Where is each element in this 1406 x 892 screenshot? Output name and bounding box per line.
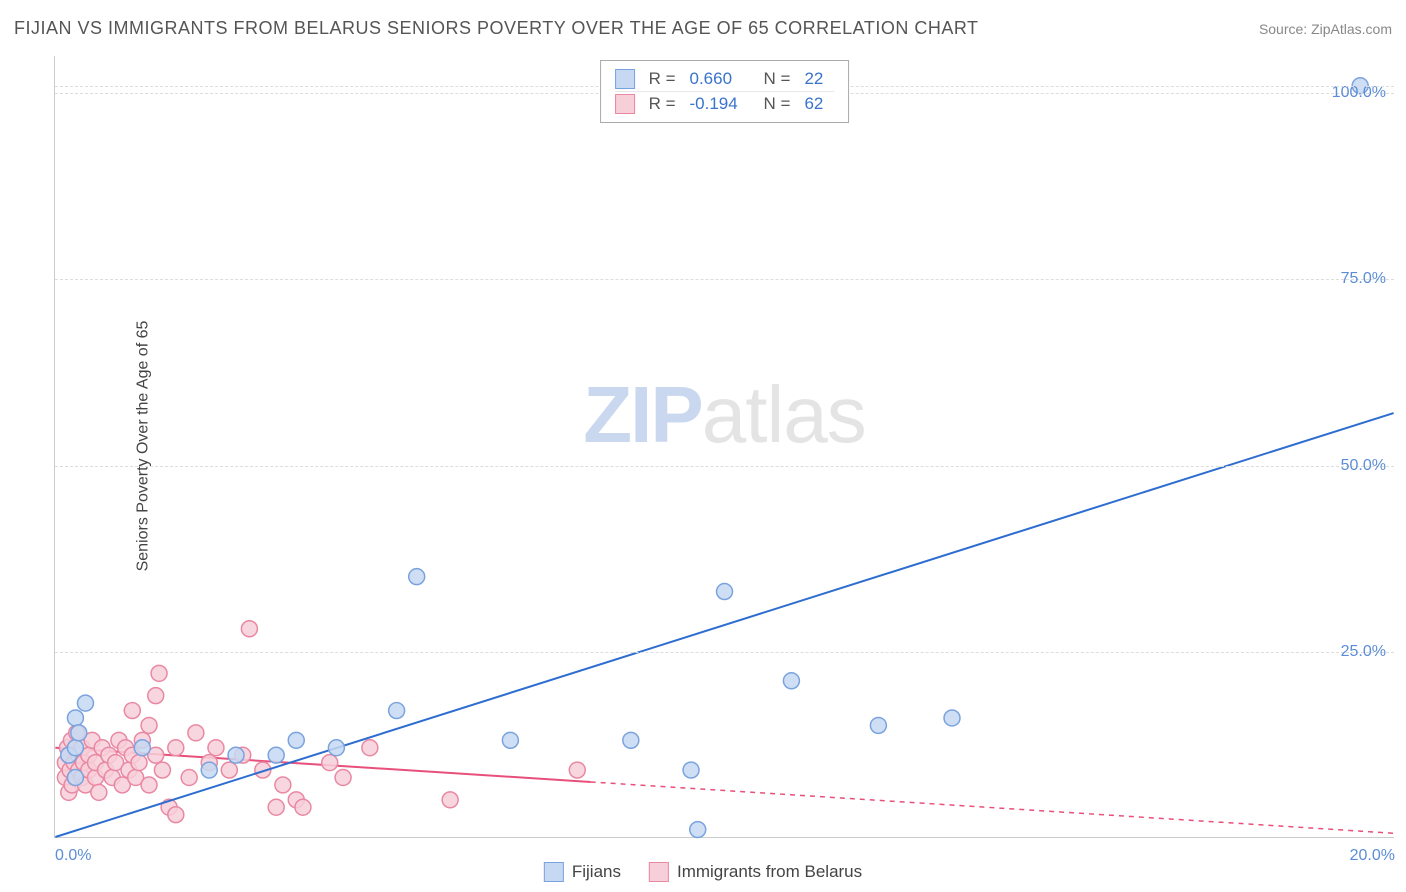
stats-row-fijians: R = 0.660 N = 22 [615, 67, 835, 91]
data-point [131, 755, 147, 771]
source-label: Source: ZipAtlas.com [1259, 21, 1392, 37]
data-point [168, 740, 184, 756]
legend-item-fijians: Fijians [544, 862, 621, 882]
swatch-fijians [615, 69, 635, 89]
data-point [870, 717, 886, 733]
data-point [91, 784, 107, 800]
y-tick-label: 75.0% [1341, 270, 1386, 288]
data-point [944, 710, 960, 726]
y-tick-label: 25.0% [1341, 643, 1386, 661]
page-title: FIJIAN VS IMMIGRANTS FROM BELARUS SENIOR… [14, 18, 979, 39]
trend-line-dashed [591, 782, 1394, 833]
data-point [221, 762, 237, 778]
data-point [569, 762, 585, 778]
data-point [77, 695, 93, 711]
data-point [124, 703, 140, 719]
data-point [328, 740, 344, 756]
data-point [141, 777, 157, 793]
data-point [241, 621, 257, 637]
r-value-fijians: 0.660 [690, 69, 750, 89]
y-tick-label: 100.0% [1332, 84, 1386, 102]
data-point [502, 732, 518, 748]
data-point [783, 673, 799, 689]
stats-legend: R = 0.660 N = 22 R = -0.194 N = 62 [600, 60, 850, 123]
data-point [288, 732, 304, 748]
r-value-belarus: -0.194 [690, 94, 750, 114]
data-point [623, 732, 639, 748]
data-point [228, 747, 244, 763]
data-point [181, 770, 197, 786]
stats-row-belarus: R = -0.194 N = 62 [615, 91, 835, 116]
data-point [409, 569, 425, 585]
data-point [389, 703, 405, 719]
data-point [335, 770, 351, 786]
data-point [690, 822, 706, 838]
swatch-belarus [615, 94, 635, 114]
data-point [67, 740, 83, 756]
data-point [134, 740, 150, 756]
gridline [55, 466, 1394, 467]
scatter-plot [55, 56, 1394, 837]
data-point [67, 770, 83, 786]
x-tick-label: 0.0% [55, 847, 91, 865]
data-point [268, 799, 284, 815]
data-point [151, 665, 167, 681]
data-point [148, 688, 164, 704]
data-point [71, 725, 87, 741]
gridline [55, 279, 1394, 280]
gridline [55, 652, 1394, 653]
series-legend: Fijians Immigrants from Belarus [544, 862, 862, 882]
data-point [201, 762, 217, 778]
n-value-fijians: 22 [804, 69, 834, 89]
legend-label-fijians: Fijians [572, 862, 621, 882]
data-point [188, 725, 204, 741]
y-tick-label: 50.0% [1341, 457, 1386, 475]
legend-label-belarus: Immigrants from Belarus [677, 862, 862, 882]
data-point [683, 762, 699, 778]
data-point [295, 799, 311, 815]
n-value-belarus: 62 [804, 94, 834, 114]
data-point [168, 807, 184, 823]
data-point [268, 747, 284, 763]
swatch-belarus-icon [649, 862, 669, 882]
data-point [141, 717, 157, 733]
data-point [442, 792, 458, 808]
data-point [208, 740, 224, 756]
data-point [67, 710, 83, 726]
data-point [322, 755, 338, 771]
swatch-fijians-icon [544, 862, 564, 882]
legend-item-belarus: Immigrants from Belarus [649, 862, 862, 882]
data-point [362, 740, 378, 756]
data-point [717, 584, 733, 600]
x-tick-label: 20.0% [1350, 847, 1395, 865]
chart-area: ZIPatlas R = 0.660 N = 22 R = -0.194 N =… [54, 56, 1394, 838]
data-point [154, 762, 170, 778]
data-point [275, 777, 291, 793]
